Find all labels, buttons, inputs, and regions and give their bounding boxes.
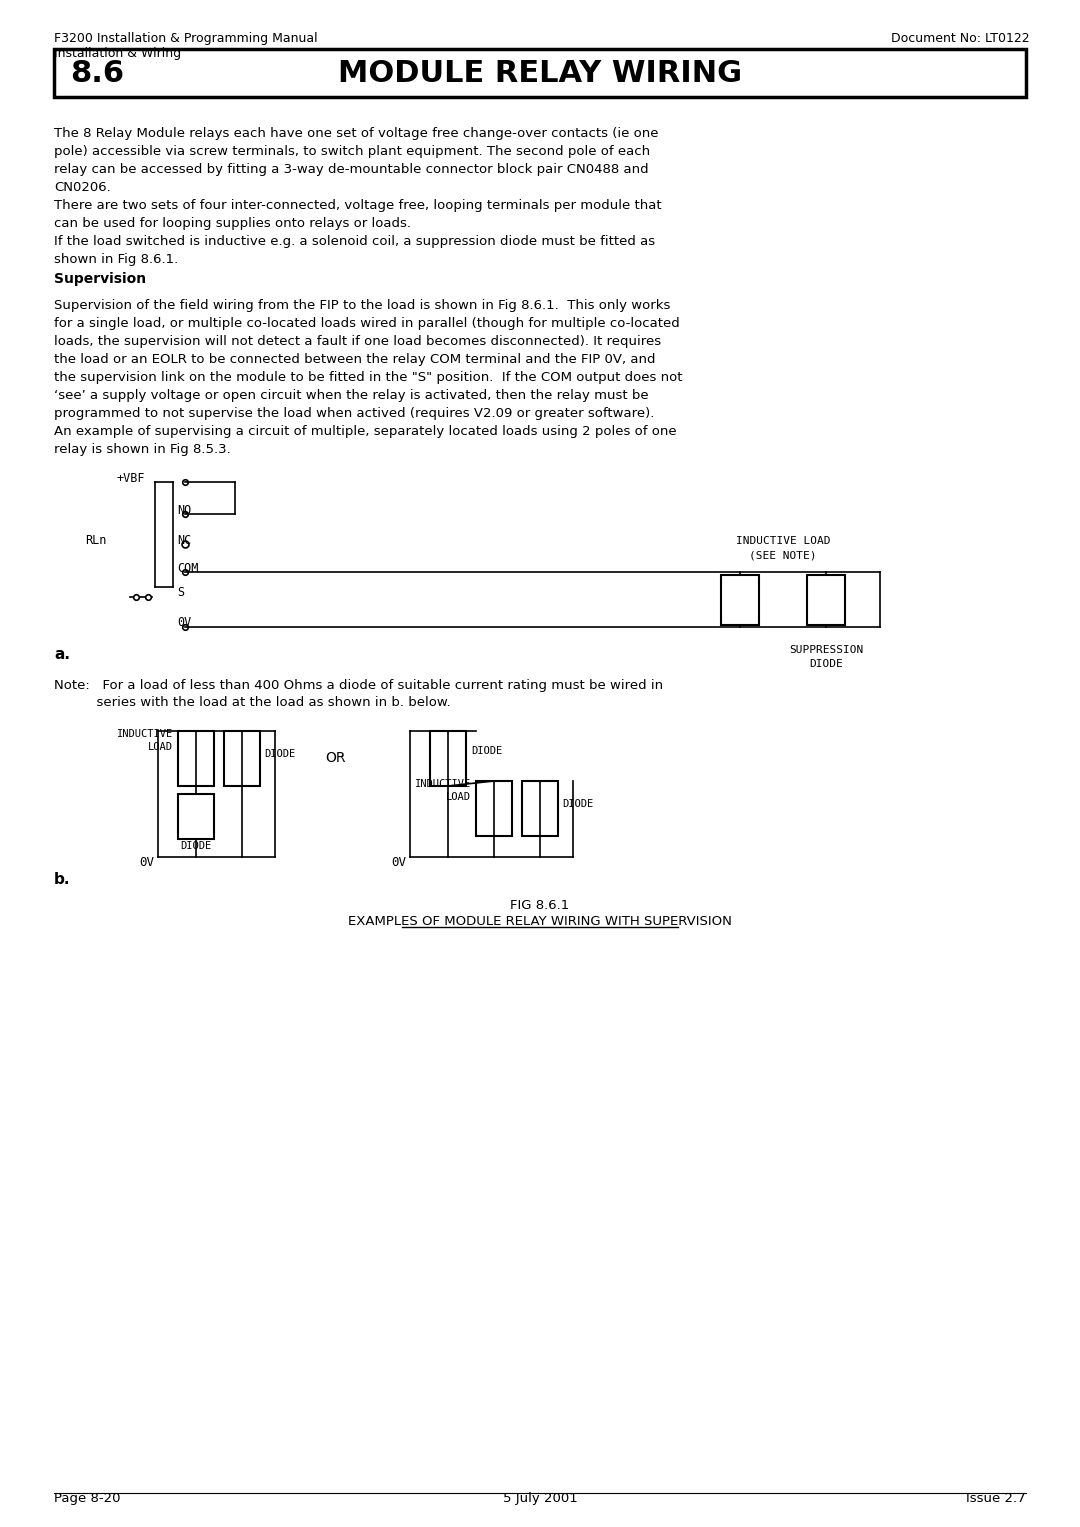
Text: Note:   For a load of less than 400 Ohms a diode of suitable current rating must: Note: For a load of less than 400 Ohms a… (54, 680, 663, 692)
Text: S: S (177, 586, 184, 600)
Text: INDUCTIVE: INDUCTIVE (117, 728, 173, 739)
Text: If the load switched is inductive e.g. a solenoid coil, a suppression diode must: If the load switched is inductive e.g. a… (54, 235, 656, 247)
Text: 0V: 0V (139, 857, 154, 869)
Text: 5 July 2001: 5 July 2001 (502, 1492, 578, 1506)
Bar (54, 49, 1026, 98)
Text: (SEE NOTE): (SEE NOTE) (750, 550, 816, 560)
Text: programmed to not supervise the load when actived (requires V2.09 or greater sof: programmed to not supervise the load whe… (54, 408, 654, 420)
Text: DIODE: DIODE (809, 660, 842, 669)
Text: LOAD: LOAD (148, 742, 173, 751)
Text: the load or an EOLR to be connected between the relay COM terminal and the FIP 0: the load or an EOLR to be connected betw… (54, 353, 656, 366)
Bar (224, 731, 260, 786)
Bar (807, 574, 845, 625)
Text: relay is shown in Fig 8.5.3.: relay is shown in Fig 8.5.3. (54, 443, 231, 457)
Text: NC: NC (177, 533, 191, 547)
Bar (178, 794, 214, 838)
Text: 0V: 0V (177, 617, 191, 629)
Bar (476, 780, 512, 835)
Text: CN0206.: CN0206. (54, 182, 111, 194)
Text: can be used for looping supplies onto relays or loads.: can be used for looping supplies onto re… (54, 217, 411, 231)
Bar (430, 731, 465, 786)
Text: NO: NO (177, 504, 191, 516)
Text: RLn: RLn (85, 533, 106, 547)
Text: There are two sets of four inter-connected, voltage free, looping terminals per : There are two sets of four inter-connect… (54, 199, 662, 212)
Text: The 8 Relay Module relays each have one set of voltage free change-over contacts: The 8 Relay Module relays each have one … (54, 127, 659, 140)
Text: Document No: LT0122: Document No: LT0122 (891, 32, 1030, 44)
Text: the supervision link on the module to be fitted in the "S" position.  If the COM: the supervision link on the module to be… (54, 371, 683, 383)
Text: DIODE: DIODE (180, 841, 212, 851)
Text: DIODE: DIODE (562, 799, 593, 809)
Text: INDUCTIVE LOAD: INDUCTIVE LOAD (735, 536, 831, 547)
Text: COM: COM (177, 562, 199, 574)
Text: Page 8-20: Page 8-20 (54, 1492, 121, 1506)
Text: OR: OR (325, 751, 346, 765)
Bar (721, 574, 759, 625)
Text: a.: a. (54, 647, 70, 663)
Text: DIODE: DIODE (264, 750, 295, 759)
Text: pole) accessible via screw terminals, to switch plant equipment. The second pole: pole) accessible via screw terminals, to… (54, 145, 650, 157)
Text: MODULE RELAY WIRING: MODULE RELAY WIRING (338, 58, 742, 87)
Text: EXAMPLES OF MODULE RELAY WIRING WITH SUPERVISION: EXAMPLES OF MODULE RELAY WIRING WITH SUP… (348, 915, 732, 928)
Text: ‘see’ a supply voltage or open circuit when the relay is activated, then the rel: ‘see’ a supply voltage or open circuit w… (54, 389, 649, 402)
Text: shown in Fig 8.6.1.: shown in Fig 8.6.1. (54, 253, 178, 266)
Text: 0V: 0V (391, 857, 406, 869)
Text: series with the load at the load as shown in b. below.: series with the load at the load as show… (54, 696, 450, 709)
Text: INDUCTIVE: INDUCTIVE (415, 779, 471, 789)
Text: DIODE: DIODE (471, 747, 502, 756)
Bar (522, 780, 558, 835)
Text: Installation & Wiring: Installation & Wiring (54, 47, 181, 60)
Text: Supervision: Supervision (54, 272, 146, 286)
Text: relay can be accessed by fitting a 3-way de-mountable connector block pair CN048: relay can be accessed by fitting a 3-way… (54, 163, 649, 176)
Text: for a single load, or multiple co-located loads wired in parallel (though for mu: for a single load, or multiple co-locate… (54, 318, 679, 330)
Text: loads, the supervision will not detect a fault if one load becomes disconnected): loads, the supervision will not detect a… (54, 334, 661, 348)
Bar (178, 731, 214, 786)
Text: SUPPRESSION: SUPPRESSION (788, 644, 863, 655)
Text: Supervision of the field wiring from the FIP to the load is shown in Fig 8.6.1. : Supervision of the field wiring from the… (54, 299, 671, 312)
Text: b.: b. (54, 872, 70, 887)
Text: Issue 2.7: Issue 2.7 (967, 1492, 1026, 1506)
Text: 8.6: 8.6 (70, 58, 124, 87)
Text: +VBF: +VBF (117, 472, 145, 484)
Text: LOAD: LOAD (446, 793, 471, 802)
Text: An example of supervising a circuit of multiple, separately located loads using : An example of supervising a circuit of m… (54, 425, 677, 438)
Text: FIG 8.6.1: FIG 8.6.1 (511, 899, 569, 912)
Text: F3200 Installation & Programming Manual: F3200 Installation & Programming Manual (54, 32, 318, 44)
